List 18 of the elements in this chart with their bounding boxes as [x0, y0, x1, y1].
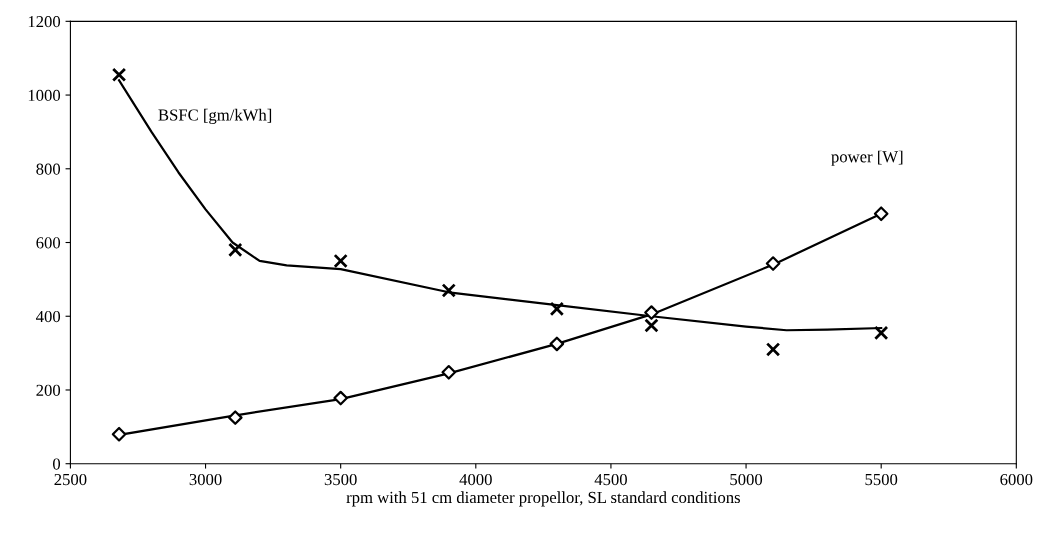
y-tick-label: 1000	[28, 89, 61, 101]
text: power [W]	[831, 150, 903, 166]
y-tick-label: 200	[36, 384, 61, 396]
x-tick-label: 2500	[54, 473, 87, 486]
y-tick-label: 400	[36, 310, 61, 323]
x-tick-label: 5000	[730, 473, 763, 486]
y-tick-label: 0	[53, 458, 61, 470]
x-tick-label: 5500	[865, 473, 898, 486]
y-tick-label: 800	[36, 163, 61, 175]
x-tick-label: 4000	[459, 473, 492, 486]
text: BSFC [gm/kWh]	[158, 108, 272, 125]
y-tick-label: 600	[36, 237, 61, 249]
x-tick-label: 3500	[324, 473, 357, 486]
x-tick-label: 3000	[189, 473, 222, 486]
y-tick-label: 1200	[28, 16, 61, 28]
x-axis-title: rpm with 51 cm diameter propellor, SL standard conditions	[346, 491, 740, 507]
x-tick-label: 6000	[1000, 473, 1033, 486]
x-tick-label: 4500	[594, 473, 627, 486]
